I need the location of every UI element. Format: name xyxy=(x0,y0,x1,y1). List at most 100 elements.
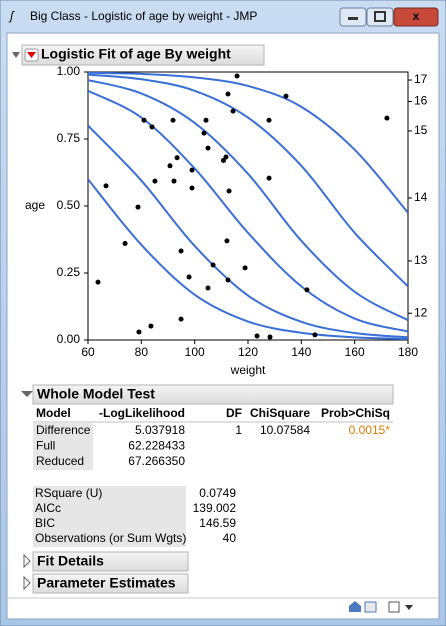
disclosure-open[interactable] xyxy=(12,52,20,58)
y2-tick-label: 15 xyxy=(414,123,428,137)
data-point xyxy=(234,73,240,79)
disclosure-closed xyxy=(23,575,31,591)
data-point xyxy=(149,124,155,130)
x-tick-label: 160 xyxy=(345,345,365,359)
summary-value: 139.002 xyxy=(193,501,237,515)
data-point xyxy=(242,265,248,271)
data-point xyxy=(136,329,142,335)
section-header[interactable] xyxy=(32,551,189,572)
data-point xyxy=(186,274,192,280)
data-point xyxy=(170,117,176,123)
window-title: Big Class - Logistic of age by weight - … xyxy=(30,9,257,23)
disclosure-open[interactable] xyxy=(21,391,33,397)
close-icon: x xyxy=(413,9,420,23)
data-point xyxy=(223,154,229,160)
x-tick-label: 120 xyxy=(238,345,258,359)
logistic-curve xyxy=(88,89,408,333)
summary-label-column xyxy=(33,486,186,547)
y-tick-label: 0.75 xyxy=(57,131,81,145)
logistic-curve xyxy=(88,73,408,288)
x-tick-label: 100 xyxy=(185,345,205,359)
x-tick-label: 80 xyxy=(135,345,149,359)
maximize-button[interactable] xyxy=(366,7,394,27)
logistic-curve xyxy=(88,178,408,340)
data-point xyxy=(304,287,310,293)
data-point xyxy=(148,323,154,329)
x-tick-label: 140 xyxy=(291,345,311,359)
column-header: ChiSquare xyxy=(250,406,310,420)
report-header[interactable] xyxy=(21,44,265,66)
column-header: DF xyxy=(226,406,242,420)
data-point xyxy=(384,115,390,121)
window-controls[interactable]: x xyxy=(339,7,439,27)
data-point xyxy=(174,155,180,161)
row-label-column xyxy=(33,423,93,470)
maximize-icon xyxy=(374,11,386,22)
chart: 60 80 100 120 140 160 180 0.00 0.25 0.50 0.75 1.00 1… xyxy=(25,64,428,377)
x-tick-label: 180 xyxy=(398,345,418,359)
table-cell: 62.228433 xyxy=(128,439,185,453)
data-point xyxy=(203,117,209,123)
section-title: Parameter Estimates xyxy=(37,575,176,591)
table-cell: Reduced xyxy=(36,454,84,468)
y-tick-label: 0.25 xyxy=(57,265,81,279)
column-header: Prob>ChiSq xyxy=(321,406,390,420)
data-point xyxy=(254,333,260,339)
data-point xyxy=(178,248,184,254)
x-axis-label: weight xyxy=(230,363,266,377)
y-tick-label: 0.50 xyxy=(57,198,81,212)
summary-value: 0.0749 xyxy=(199,486,236,500)
data-point xyxy=(312,332,318,338)
data-point xyxy=(220,157,226,163)
curves xyxy=(88,72,408,340)
summary-label: Observations (or Sum Wgts) xyxy=(35,531,186,545)
data-point xyxy=(266,175,272,181)
summary-label: BIC xyxy=(35,516,55,530)
section-title: Whole Model Test xyxy=(37,386,155,402)
data-point xyxy=(152,178,158,184)
logistic-curve xyxy=(88,79,408,322)
table-icon[interactable] xyxy=(364,601,377,613)
table-cell: 1 xyxy=(235,423,242,437)
logistic-curve xyxy=(88,72,408,214)
data-point xyxy=(230,108,236,114)
disclosure-closed xyxy=(23,553,31,569)
summary-label: AICc xyxy=(35,501,61,515)
y2-tick-label: 13 xyxy=(414,253,428,267)
data-point xyxy=(201,130,207,136)
data-point xyxy=(283,93,289,99)
data-point xyxy=(189,167,195,173)
dropdown-icon[interactable] xyxy=(405,605,413,610)
section-header[interactable] xyxy=(32,384,394,405)
data-point xyxy=(267,334,273,340)
close-button[interactable] xyxy=(393,7,439,27)
data-point xyxy=(95,279,101,285)
y2-tick-label: 12 xyxy=(414,305,428,319)
data-point xyxy=(167,163,173,169)
data-point xyxy=(224,238,230,244)
summary-value: 40 xyxy=(223,531,237,545)
data-point xyxy=(171,178,177,184)
data-point xyxy=(135,204,141,210)
tables: Model -LogLikelihood DF ChiSquare Prob>ChiSq… xyxy=(23,406,393,594)
section-title: Fit Details xyxy=(37,553,104,569)
section-header[interactable] xyxy=(32,573,189,594)
y2-tick-label: 14 xyxy=(414,190,428,204)
logistic-curve xyxy=(88,124,408,339)
data-point xyxy=(205,285,211,291)
data-point xyxy=(122,241,128,247)
data-point xyxy=(266,117,272,123)
data-point xyxy=(141,117,147,123)
y2-tick-label: 17 xyxy=(414,72,428,86)
data-point xyxy=(178,316,184,322)
y-axis-label: age xyxy=(25,198,45,212)
table-cell: Difference xyxy=(36,423,91,437)
y-tick-label: 0.00 xyxy=(57,332,81,346)
table-cell: 5.037918 xyxy=(135,423,185,437)
summary-value: 146.59 xyxy=(199,516,236,530)
checkbox-icon[interactable] xyxy=(388,601,400,613)
x-tick-label: 60 xyxy=(81,345,95,359)
table-cell: 67.266350 xyxy=(128,454,185,468)
y-tick-label: 1.00 xyxy=(57,64,81,78)
home-icon[interactable] xyxy=(349,601,361,612)
